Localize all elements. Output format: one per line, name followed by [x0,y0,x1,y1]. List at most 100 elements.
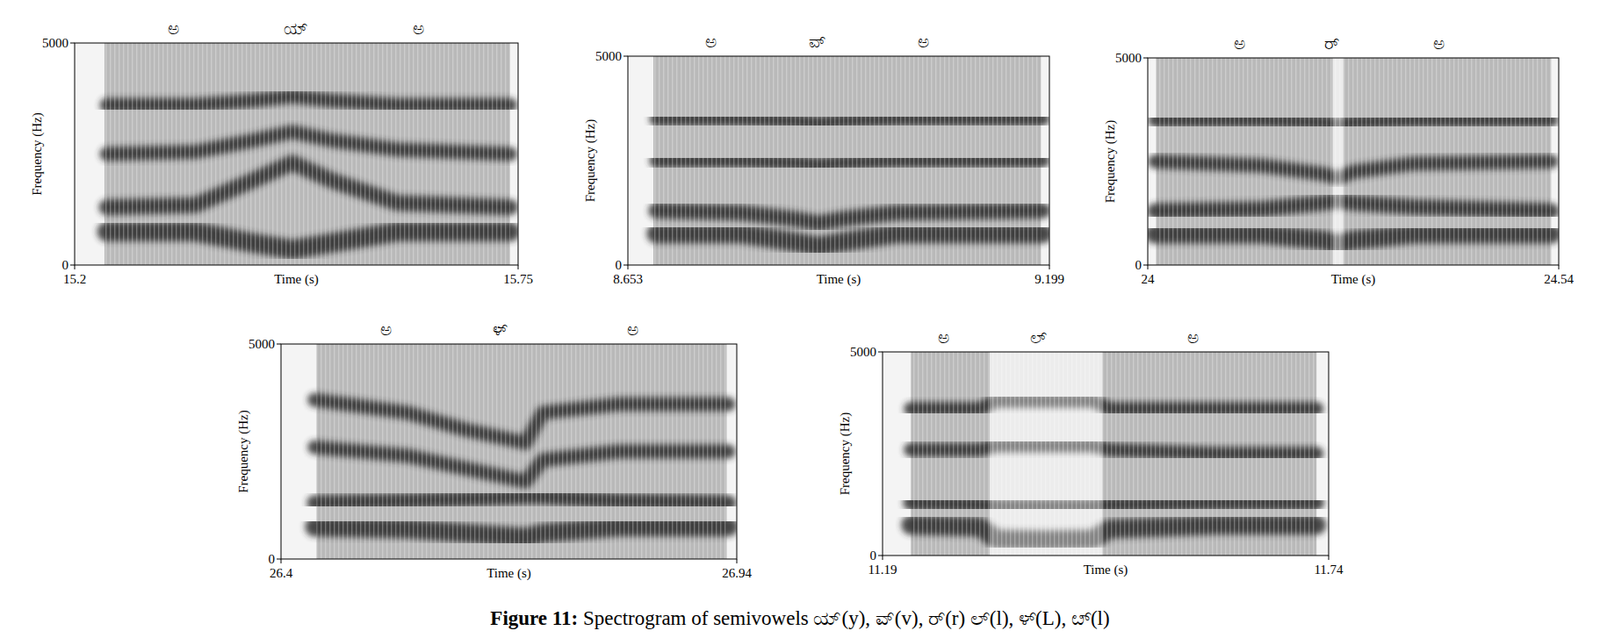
x-tick [1049,265,1051,270]
segment-label: ಅ [1233,33,1246,53]
panel: 050002424.54Time (s)Frequency (Hz)ಅರ್ಅ [1102,33,1574,288]
y-tick-label: 0 [870,548,878,563]
y-tick-label: 5000 [1115,50,1142,65]
x-tick [627,265,629,270]
x-tick-label: 26.94 [721,566,752,581]
figure: 0 5000 15.2 15.75 Time (s) Frequency (Hz) ಅ ಯ್ ಅ… [0,0,1600,638]
caption-label: Figure 11: [490,607,578,630]
interval-overlay [1333,57,1344,266]
y-tick-label: 0 [268,552,276,567]
caption-text: Spectrogram of semivowels ಯ್(y), ವ್(v), … [577,607,1110,630]
x-tick-label: 24 [1141,272,1156,287]
x-tick-label: 15.2 [63,272,87,287]
panel: 0 5000 15.2 15.75 Time (s) Frequency (Hz) ಅ ಯ್ ಅ [29,18,534,288]
y-tick-label: 5000 [595,49,622,64]
x-tick-label: 26.4 [269,566,294,581]
y-axis-title: Frequency (Hz) [583,119,599,203]
y-axis-title: Frequency (Hz) [837,412,853,497]
x-axis-title: Time (s) [1083,562,1129,578]
x-tick [736,559,738,564]
y-tick [1143,265,1148,267]
glottal-striations [104,43,511,266]
silence [74,43,519,266]
silence [1147,57,1559,266]
frame [74,43,519,266]
interval [1333,57,1344,266]
y-axis-title: Frequency (Hz) [29,112,45,196]
glottal-striations [653,56,1041,266]
plot-area [74,43,519,266]
segment-label: ವ್ [808,31,826,51]
frame [281,344,737,560]
plot-area [882,352,1329,556]
voiced-region [1156,57,1552,266]
interval-overlay [989,352,1103,556]
panel: 0 5000 26.4 26.94 Time (s) Frequency (Hz) ಅ ಳ್ ಅ [236,319,752,582]
frame [882,352,1329,556]
y-tick-label: 0 [1135,258,1143,273]
segment-label: ಅ [1187,327,1199,347]
x-tick [1328,555,1330,561]
y-axis-title: Frequency (Hz) [1102,120,1118,204]
segment-label: ಅ [937,327,950,347]
plot-area [281,344,737,560]
voiced-region [316,344,727,560]
panel: 0 5000 11.19 11.74 Time (s) Frequency (Hz) ಅ ಲ್… [837,327,1344,578]
y-tick [70,265,75,267]
y-tick-label: 5000 [850,345,877,360]
silence [627,56,1050,266]
x-tick [74,265,76,270]
segment-label: ಯ್ [283,18,308,38]
x-tick-label: 24.54 [1543,272,1574,287]
y-tick [70,43,75,44]
plot-area [627,56,1050,266]
segment-label: ಅ [1433,33,1445,53]
x-axis-title: Time (s) [273,272,319,288]
frame [627,56,1050,266]
y-tick [276,344,282,346]
segment-label: ಅ [917,31,930,51]
voiced-region [104,43,511,266]
x-tick-label: 8.653 [612,272,643,287]
y-tick [1143,57,1148,59]
y-axis-title: Frequency (Hz) [236,410,252,494]
y-tick-label: 0 [615,258,623,273]
x-tick-label: 11.19 [867,562,897,577]
y-tick [276,559,282,561]
y-tick-label: 5000 [42,36,69,51]
segment-label: ರ್ [1324,33,1340,53]
y-tick-label: 0 [62,258,70,273]
y-tick-label: 5000 [248,337,275,352]
interval [989,352,1103,556]
y-tick [623,56,628,58]
silence [882,352,1329,556]
x-axis-title: Time (s) [486,566,532,582]
voiced-region [653,56,1041,266]
segment-label: ಳ್ [492,319,508,339]
segment-label: ಅ [705,31,717,51]
plot-area [1147,57,1559,266]
y-tick [878,555,883,557]
glottal-striations [316,344,727,560]
x-tick-label: 11.74 [1313,562,1344,577]
x-tick-label: 9.199 [1034,272,1065,287]
segment-label: ಅ [167,18,180,38]
segment-label: ಅ [627,319,639,339]
y-tick [878,352,883,354]
y-tick [623,265,628,267]
glottal-striations [1156,57,1552,266]
x-tick [281,559,282,564]
segment-label: ಅ [380,319,392,339]
panel: 0 5000 8.653 9.199 Time (s) Frequency (Hz) ಅ ವ್… [583,31,1065,288]
segment-label: ಲ್ [1030,327,1047,347]
x-tick [1558,265,1560,270]
x-tick-label: 15.75 [503,272,534,287]
glottal-striations [910,352,1317,556]
segment-label: ಅ [412,18,425,38]
frame [1147,57,1559,266]
x-axis-title: Time (s) [816,272,862,288]
voiced-region [910,352,1317,556]
caption: Figure 11: Spectrogram of semivowels ಯ್(… [490,607,1110,630]
x-tick [518,265,519,270]
x-tick [882,555,884,561]
